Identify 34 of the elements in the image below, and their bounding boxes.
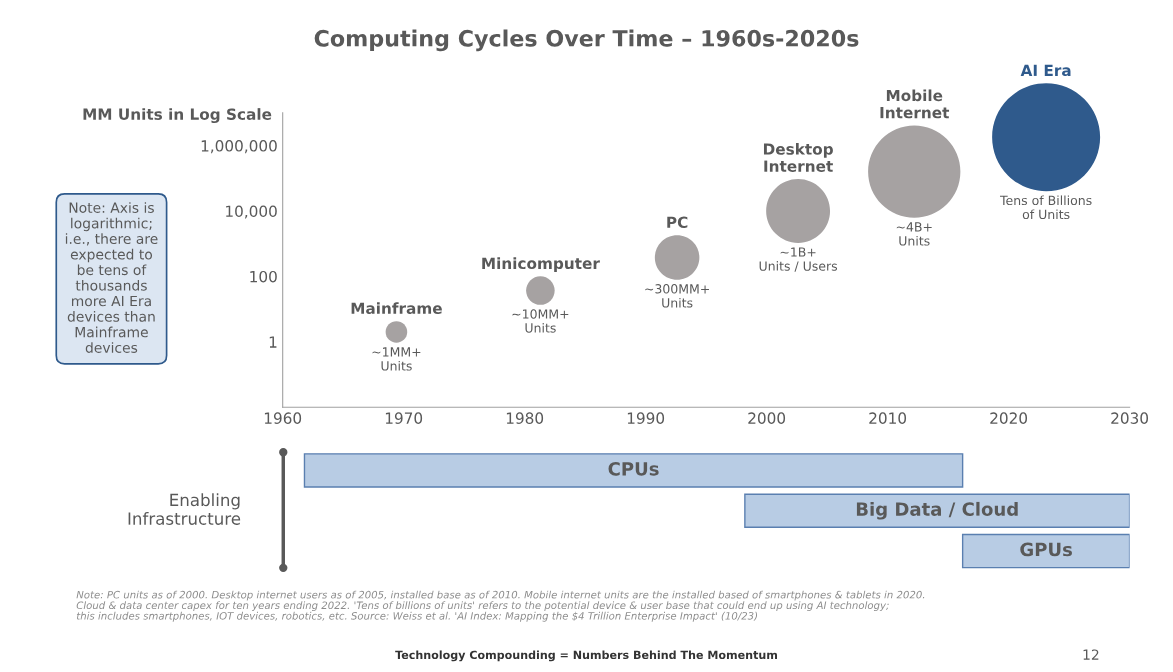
x-tick-label: 1990 — [627, 412, 665, 424]
y-tick-label: Big Data / Cloud — [856, 501, 1018, 520]
series-label: Mobile Internet — [880, 89, 950, 119]
y-tick-label: 1,000,000 — [201, 140, 277, 154]
series-label: AI Era — [1020, 64, 1071, 77]
series-label: Minicomputer — [482, 257, 600, 273]
y-tick-label: CPUs — [608, 461, 659, 476]
text: Technology Compounding = Numbers Behind The Momentum — [395, 650, 777, 662]
annotation: ~4B+ Units — [896, 222, 932, 246]
x-tick-label: 2000 — [748, 412, 786, 424]
x-tick-label: 1960 — [264, 412, 302, 424]
x-tick-label: 1970 — [385, 412, 423, 424]
y-tick-label: 10,000 — [226, 205, 277, 219]
x-tick-label: 1980 — [506, 412, 544, 424]
x-tick-label: 2030 — [1111, 412, 1149, 424]
y-tick-label: 1 — [269, 336, 277, 348]
series-label: PC — [667, 216, 688, 229]
annotation: ~1MM+ Units — [372, 347, 421, 371]
series-label: Mainframe — [351, 302, 442, 315]
y-axis-title: Enabling Infrastructure — [128, 493, 241, 525]
y-tick-label: 100 — [250, 270, 277, 283]
y-axis-title: MM Units in Log Scale — [83, 108, 272, 124]
annotation: ~1B+ Units / Users — [759, 247, 838, 272]
y-tick-label: GPUs — [1020, 542, 1072, 557]
chart-title: Computing Cycles Over Time – 1960s-2020s — [314, 29, 859, 52]
text: 12 — [1083, 649, 1099, 660]
annotation: Tens of Billions of Units — [999, 195, 1092, 220]
x-tick-label: 2020 — [990, 412, 1028, 424]
x-tick-label: 2010 — [869, 412, 907, 424]
series-label: Desktop Internet — [763, 143, 833, 172]
text: Note: PC units as of 2000. Desktop internet users as of 2005, installed base as of 2010. Mobile internet units are the installed based of smartphones & tablets in 2020. Cloud & data center capex for ten years ending 2022. 'Tens of billions of units' refers to the potential device & user base that could end up using AI technology; this includes smartphones, IOT devices, robotics, etc. Source: Weiss et al. 'AI Index: Mapping the $4 Trillion Enterprise Impact' (10/23) — [76, 590, 925, 622]
annotation: ~10MM+ Units — [512, 309, 569, 333]
annotation: ~300MM+ Units — [645, 284, 709, 308]
text: Note: Axis is logarithmic; i.e., there are expected to be tens of thousands more AI Era devices than Mainframe devices — [65, 202, 158, 353]
